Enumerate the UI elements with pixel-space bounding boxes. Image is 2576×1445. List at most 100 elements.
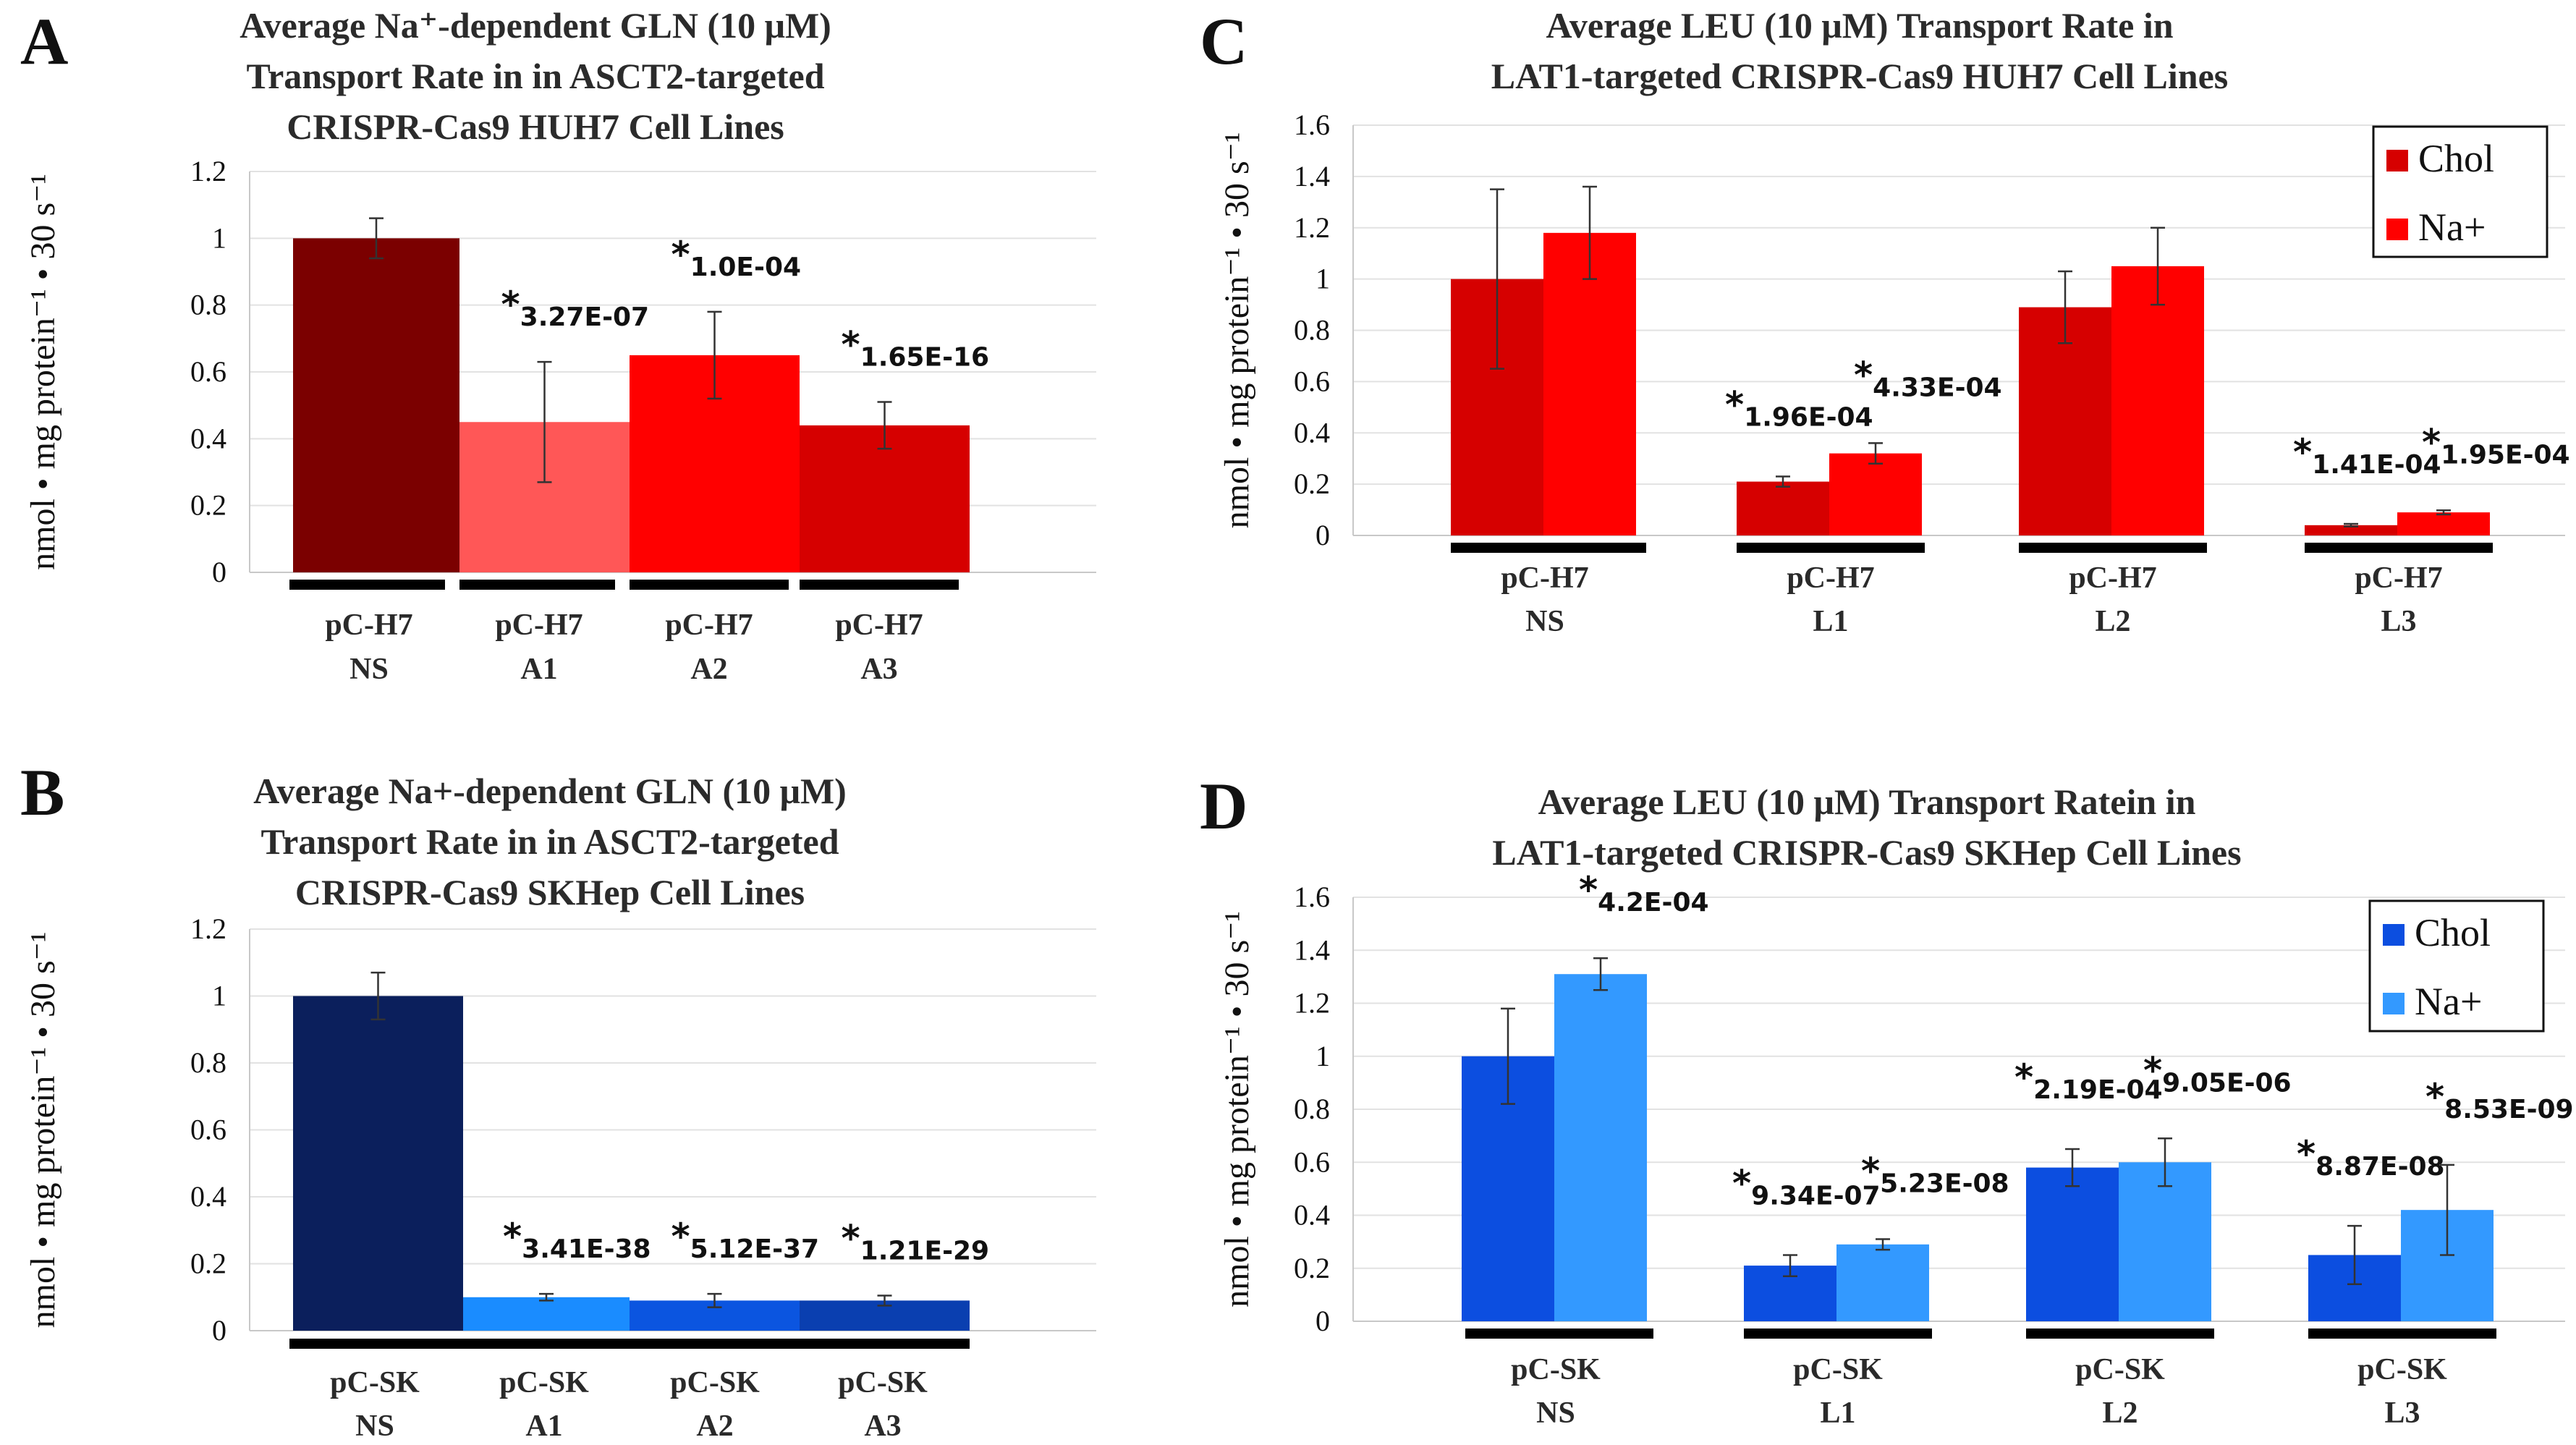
category-label-line2: A3 [860,653,897,686]
chart-panel-a: A Average Na⁺-dependent GLN (10 μM) Transp… [20,4,1096,686]
bar [293,996,463,1331]
y-tick-label: 0.8 [1294,1093,1330,1125]
chart-panel-b: B Average Na+-dependent GLN (10 μM) Transp… [20,755,1096,1443]
significance-value: 8.87E-08 [2316,1152,2444,1182]
y-tick-label: 0.4 [190,422,226,454]
category-bar [800,1339,970,1349]
category-bar [289,1339,463,1349]
category-label-line1: pC-H7 [2069,562,2156,595]
significance-star: * [842,324,860,366]
category-label-line2: L1 [1820,1397,1855,1430]
category-bar [459,580,615,590]
y-tick-label: 1.2 [190,155,226,187]
chart-panel-c: C Average LEU (10 μM) Transport Rate in LA… [1200,4,2570,638]
bar-naplus [2119,1162,2211,1321]
significance-value: 1.21E-29 [860,1236,989,1266]
y-tick-label: 1.2 [1294,211,1330,244]
category-label-line1: pC-H7 [1501,562,1588,595]
category-bar [2308,1329,2496,1339]
significance-value: 1.0E-04 [690,253,801,282]
y-tick-label: 1.6 [1294,109,1330,141]
y-axis-label: nmol • mg protein⁻¹ • 30 s⁻¹ [24,932,62,1329]
significance-label: *3.41E-38 [503,1216,651,1264]
significance-star: * [1725,384,1744,425]
legend: Chol Na+ [2372,125,2549,258]
bar-naplus [1829,453,1922,535]
bar-naplus [2111,266,2204,535]
significance-value: 4.33E-04 [1873,373,2001,402]
significance-label: *1.41E-04 [2293,431,2441,480]
legend-label: Na+ [2418,205,2486,249]
category-label-line2: NS [1525,605,1564,638]
significance-star: * [501,284,520,326]
panel-letter: A [20,4,68,78]
chart-title-line: Average Na⁺-dependent GLN (10 μM) [240,5,831,46]
category-label-line1: pC-SK [2075,1353,2165,1386]
category-label-line1: pC-H7 [1787,562,1874,595]
significance-label: *3.27E-07 [501,284,650,332]
y-tick-label: 1.6 [1294,881,1330,913]
bar-naplus [1554,974,1647,1321]
category-label-line2: A1 [520,653,557,686]
bar-chol [2019,307,2111,535]
chart-panel-d: D Average LEU (10 μM) Transport Ratein in… [1200,769,2574,1430]
chart-title-line: Transport Rate in in ASCT2-targeted [260,821,839,862]
chart-title-line: Average LEU (10 μM) Transport Ratein in [1538,781,2196,822]
significance-value: 3.41E-38 [522,1234,651,1264]
y-axis-label: nmol • mg protein⁻¹ • 30 s⁻¹ [1218,132,1256,529]
y-tick-label: 1.2 [190,912,226,945]
legend-swatch [2386,219,2408,240]
bar-chol [1737,481,1829,535]
y-tick-label: 0.6 [190,1114,226,1146]
significance-star: * [671,234,690,276]
chart-title-line: Average Na+-dependent GLN (10 μM) [253,771,847,811]
y-tick-label: 0.4 [1294,416,1330,449]
significance-value: 2.19E-04 [2033,1075,2162,1105]
significance-label: *1.65E-16 [842,324,990,373]
significance-label: *9.05E-06 [2143,1049,2292,1098]
legend-label: Chol [2415,911,2491,954]
category-bar [630,1339,800,1349]
category-label-line1: pC-H7 [495,609,582,642]
bar-naplus [1836,1244,1929,1321]
significance-label: *2.19E-04 [2014,1056,2163,1105]
legend: Chol Na+ [2368,899,2545,1033]
significance-label: *1.21E-29 [842,1217,990,1266]
category-bar [1744,1329,1932,1339]
significance-value: 1.65E-16 [860,343,989,373]
category-label-line2: NS [355,1410,394,1443]
significance-star: * [1732,1162,1751,1204]
legend-swatch [2383,993,2405,1014]
y-tick-label: 1.4 [1294,160,1330,192]
category-label-line2: A2 [690,653,727,686]
significance-star: * [1861,1150,1880,1192]
significance-value: 3.27E-07 [520,302,649,332]
significance-label: *8.53E-09 [2425,1076,2574,1124]
category-bar [2026,1329,2214,1339]
y-tick-label: 0.2 [190,1247,226,1280]
chart-title-line: LAT1-targeted CRISPR-Cas9 HUH7 Cell Line… [1491,56,2228,96]
y-tick-label: 0.2 [1294,467,1330,500]
significance-star: * [842,1217,860,1259]
significance-star: * [2425,1076,2444,1118]
significance-label: *5.23E-08 [1861,1150,2009,1198]
category-label-line2: NS [1536,1397,1575,1430]
y-tick-label: 1.2 [1294,987,1330,1020]
category-label-line2: A1 [525,1410,562,1443]
y-tick-label: 0 [212,1314,226,1347]
category-label-line1: pC-H7 [665,609,753,642]
bar-chol [2305,525,2397,535]
y-tick-label: 0 [1315,1305,1330,1337]
significance-star: * [2143,1049,2162,1091]
category-label-line1: pC-SK [670,1366,760,1399]
y-tick-label: 0.8 [190,1046,226,1079]
significance-value: 8.53E-09 [2444,1095,2573,1124]
y-tick-label: 0.8 [1294,314,1330,347]
bar [463,1297,630,1331]
panel-letter: B [20,755,64,829]
significance-value: 9.34E-07 [1751,1181,1880,1211]
y-tick-label: 0.2 [1294,1252,1330,1284]
category-label-line2: A2 [696,1410,733,1443]
significance-value: 1.95E-04 [2441,440,2569,470]
y-tick-label: 0.8 [190,289,226,321]
